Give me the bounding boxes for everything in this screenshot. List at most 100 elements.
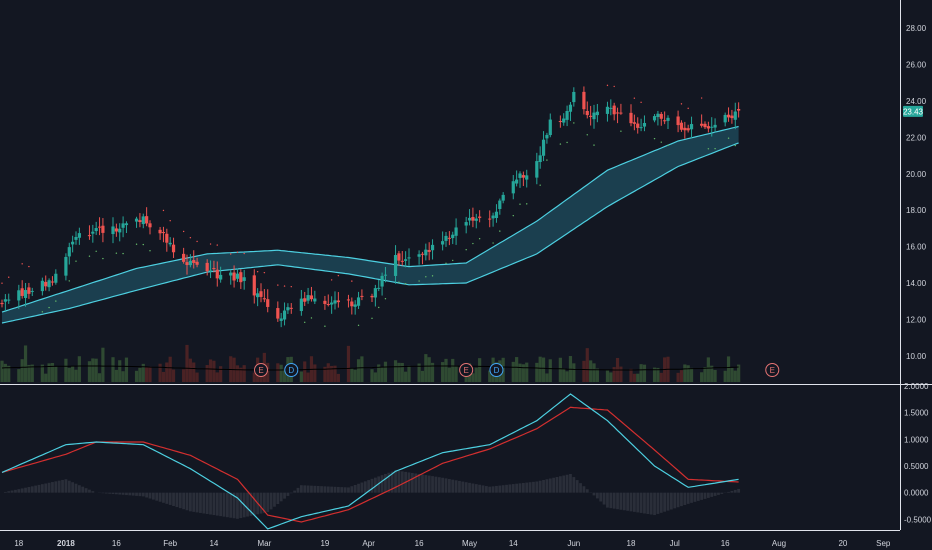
candle-body[interactable] [689, 124, 694, 130]
candle-body[interactable] [7, 299, 11, 301]
candle-body[interactable] [467, 217, 472, 221]
candle-body[interactable] [161, 232, 166, 234]
candle-body[interactable] [313, 298, 317, 302]
candle-body[interactable] [97, 226, 102, 228]
candle-body[interactable] [50, 281, 55, 283]
candle-body[interactable] [383, 274, 388, 276]
candle-body[interactable] [541, 139, 546, 156]
candle-body[interactable] [333, 300, 337, 304]
candle-body[interactable] [87, 235, 92, 237]
candle-body[interactable] [518, 173, 522, 178]
candle-body[interactable] [441, 241, 445, 245]
candle-body[interactable] [558, 121, 562, 123]
candle-body[interactable] [47, 280, 51, 288]
candle-body[interactable] [138, 220, 142, 223]
candle-body[interactable] [629, 112, 633, 124]
candle-body[interactable] [208, 270, 213, 272]
candle-body[interactable] [501, 194, 505, 201]
candle-body[interactable] [353, 304, 357, 307]
candle-body[interactable] [737, 108, 741, 111]
candle-body[interactable] [30, 290, 34, 292]
candle-body[interactable] [54, 273, 58, 283]
candle-body[interactable] [309, 295, 314, 300]
candle-body[interactable] [515, 179, 519, 184]
candle-body[interactable] [535, 161, 539, 178]
earnings-event-marker[interactable]: E [254, 363, 268, 377]
candle-body[interactable] [212, 268, 216, 270]
candle-body[interactable] [289, 307, 293, 309]
candle-body[interactable] [451, 234, 455, 239]
candle-body[interactable] [726, 114, 731, 118]
candle-body[interactable] [336, 300, 340, 303]
candle-body[interactable] [572, 91, 576, 103]
candle-body[interactable] [615, 112, 620, 114]
candle-body[interactable] [306, 295, 310, 301]
candle-body[interactable] [659, 113, 663, 119]
candle-body[interactable] [91, 231, 95, 234]
candle-body[interactable] [454, 227, 458, 236]
candle-body[interactable] [158, 229, 162, 234]
candle-body[interactable] [666, 117, 670, 121]
candle-body[interactable] [266, 299, 270, 307]
candle-body[interactable] [111, 226, 115, 235]
candle-body[interactable] [713, 124, 717, 128]
candle-body[interactable] [400, 260, 404, 262]
candle-body[interactable] [0, 302, 4, 305]
candle-body[interactable] [595, 111, 599, 116]
candle-body[interactable] [397, 253, 401, 261]
candle-body[interactable] [464, 222, 468, 226]
candle-body[interactable] [652, 116, 657, 121]
candle-body[interactable] [377, 287, 381, 289]
candle-body[interactable] [404, 259, 408, 261]
candle-body[interactable] [474, 218, 478, 221]
candle-body[interactable] [562, 118, 566, 123]
candle-body[interactable] [20, 288, 24, 296]
candle-body[interactable] [27, 287, 31, 294]
candle-body[interactable] [733, 111, 737, 120]
candle-body[interactable] [77, 233, 81, 238]
candle-body[interactable] [185, 262, 189, 266]
candle-body[interactable] [373, 288, 377, 298]
candle-body[interactable] [706, 126, 710, 129]
candle-body[interactable] [165, 233, 169, 243]
candle-body[interactable] [40, 280, 44, 292]
candle-body[interactable] [188, 260, 192, 266]
candle-body[interactable] [417, 254, 421, 257]
candle-body[interactable] [683, 127, 687, 131]
candle-body[interactable] [171, 244, 176, 253]
candle-body[interactable] [118, 228, 122, 233]
candle-body[interactable] [700, 123, 704, 126]
candle-body[interactable] [259, 291, 263, 297]
earnings-event-marker[interactable]: E [459, 363, 474, 377]
candle-body[interactable] [444, 235, 448, 241]
candle-body[interactable] [370, 295, 374, 298]
candle-body[interactable] [252, 275, 256, 296]
candle-body[interactable] [679, 122, 684, 130]
candle-body[interactable] [612, 105, 616, 115]
candle-body[interactable] [346, 299, 351, 301]
candle-body[interactable] [723, 114, 727, 123]
candle-body[interactable] [710, 126, 714, 128]
candle-body[interactable] [286, 307, 290, 311]
candle-body[interactable] [101, 225, 105, 233]
candle-body[interactable] [585, 110, 589, 116]
candle-body[interactable] [279, 318, 283, 321]
candle-body[interactable] [488, 218, 492, 220]
candle-body[interactable] [407, 257, 411, 259]
candle-body[interactable] [205, 262, 209, 272]
candle-body[interactable] [330, 302, 334, 305]
candle-body[interactable] [44, 281, 48, 287]
candle-body[interactable] [74, 237, 78, 240]
candle-body[interactable] [326, 304, 330, 306]
candle-body[interactable] [430, 244, 435, 251]
candle-body[interactable] [360, 295, 364, 297]
candle-body[interactable] [121, 223, 125, 228]
candle-body[interactable] [232, 272, 236, 281]
candle-body[interactable] [548, 119, 552, 136]
candle-body[interactable] [282, 310, 287, 320]
dividend-event-marker[interactable]: D [284, 363, 299, 377]
candle-body[interactable] [192, 260, 196, 263]
candle-body[interactable] [168, 242, 172, 245]
candle-body[interactable] [219, 274, 223, 280]
